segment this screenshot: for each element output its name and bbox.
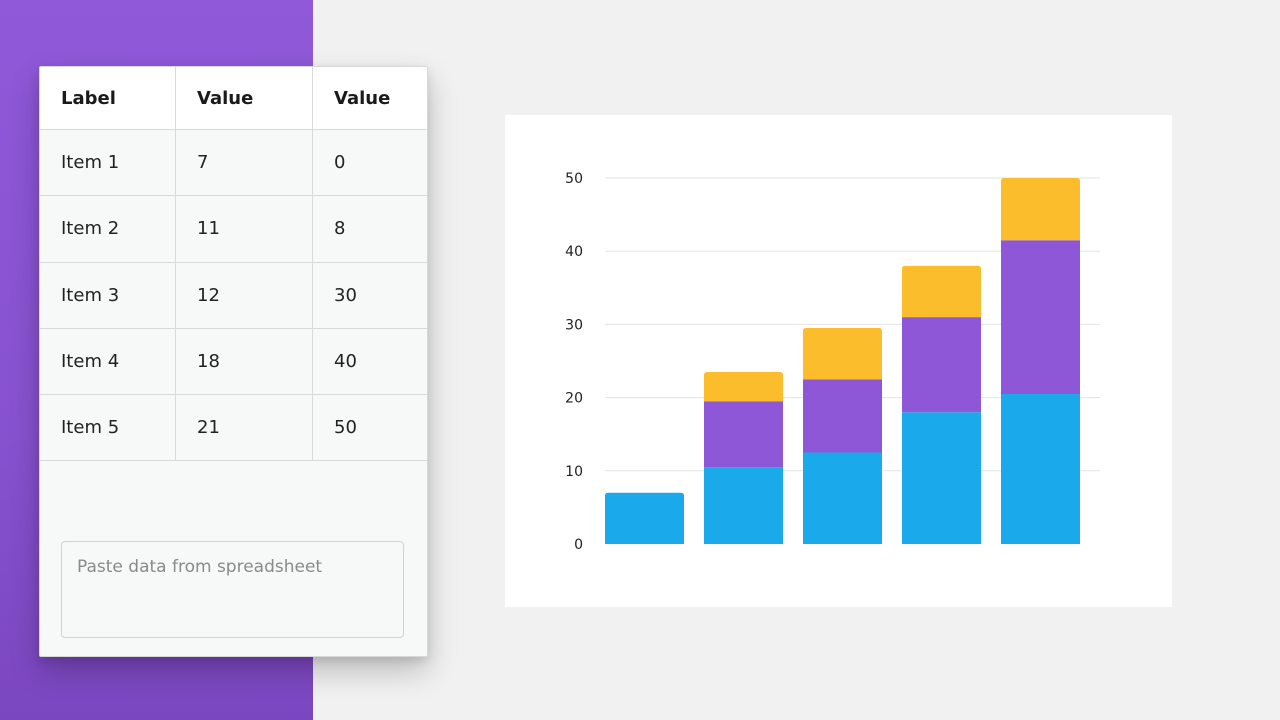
- y-tick-label: 40: [565, 244, 583, 260]
- data-table: Label Value Value Item 1 7 0 Item 2 11 8…: [40, 67, 428, 461]
- bar-segment[interactable]: [704, 401, 783, 467]
- bar-segment[interactable]: [704, 372, 783, 401]
- row-label-cell[interactable]: Item 4: [40, 329, 176, 394]
- row-label-cell[interactable]: Item 3: [40, 263, 176, 328]
- data-input-panel: Label Value Value Item 1 7 0 Item 2 11 8…: [39, 66, 428, 657]
- bar-segment[interactable]: [1001, 178, 1080, 240]
- chart-card: 0 10 20 30 40 50: [505, 115, 1172, 607]
- table-row: Item 5 21 50: [40, 395, 428, 461]
- row-label-cell[interactable]: Item 1: [40, 130, 176, 195]
- bar-segment[interactable]: [902, 317, 981, 412]
- bar-segment[interactable]: [803, 379, 882, 452]
- y-tick-label: 10: [565, 464, 583, 480]
- y-tick-label: 20: [565, 391, 583, 407]
- bar-segment[interactable]: [803, 328, 882, 379]
- row-value-cell[interactable]: 8: [313, 196, 428, 261]
- y-tick-label: 30: [565, 317, 583, 333]
- row-label-cell[interactable]: Item 5: [40, 395, 176, 460]
- header-value-2[interactable]: Value: [313, 67, 428, 129]
- table-row: Item 3 12 30: [40, 263, 428, 329]
- paste-data-textarea[interactable]: [61, 541, 404, 638]
- bar-segment[interactable]: [1001, 394, 1080, 544]
- row-value-cell[interactable]: 30: [313, 263, 428, 328]
- table-header-row: Label Value Value: [40, 67, 428, 130]
- table-row: Item 4 18 40: [40, 329, 428, 395]
- y-tick-label: 0: [574, 537, 583, 553]
- bar-segment[interactable]: [902, 412, 981, 544]
- table-row: Item 1 7 0: [40, 130, 428, 196]
- header-value-1[interactable]: Value: [176, 67, 313, 129]
- row-value-cell[interactable]: 7: [176, 130, 313, 195]
- stacked-bar-chart: 0 10 20 30 40 50: [505, 115, 1172, 607]
- header-label[interactable]: Label: [40, 67, 176, 129]
- bar-segment[interactable]: [1001, 240, 1080, 394]
- y-tick-label: 50: [565, 171, 583, 187]
- row-value-cell[interactable]: 11: [176, 196, 313, 261]
- row-value-cell[interactable]: 21: [176, 395, 313, 460]
- row-value-cell[interactable]: 18: [176, 329, 313, 394]
- row-value-cell[interactable]: 0: [313, 130, 428, 195]
- table-row: Item 2 11 8: [40, 196, 428, 262]
- row-value-cell[interactable]: 40: [313, 329, 428, 394]
- bar-segment[interactable]: [902, 266, 981, 317]
- row-value-cell[interactable]: 12: [176, 263, 313, 328]
- bar-segment[interactable]: [704, 467, 783, 544]
- row-label-cell[interactable]: Item 2: [40, 196, 176, 261]
- bar-segment[interactable]: [803, 453, 882, 545]
- row-value-cell[interactable]: 50: [313, 395, 428, 460]
- bar-segment[interactable]: [605, 493, 684, 544]
